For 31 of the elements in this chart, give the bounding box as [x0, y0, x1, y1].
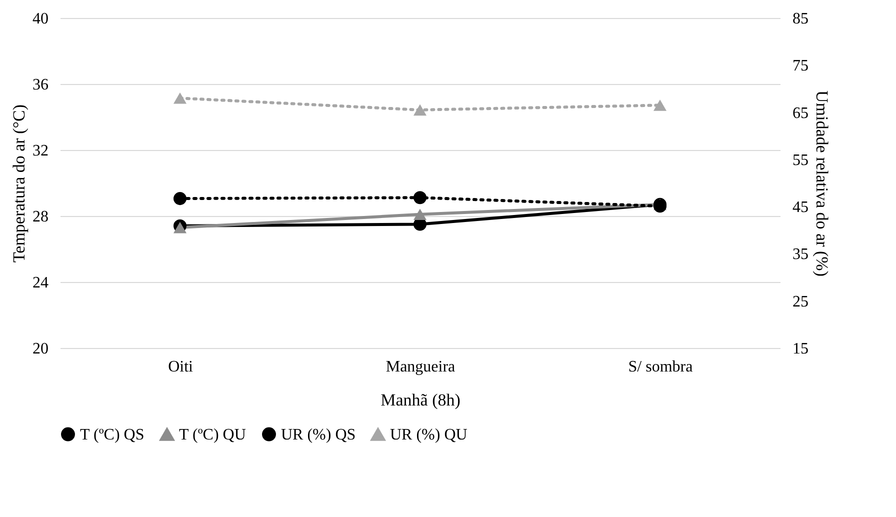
- y2-tick-label: 75: [792, 58, 808, 75]
- x-tick-label: S/ sombra: [628, 358, 693, 376]
- legend-label: UR (%) QS: [281, 426, 356, 444]
- point: [173, 222, 187, 234]
- point: [173, 92, 187, 104]
- legend-label: UR (%) QU: [390, 426, 468, 444]
- point: [413, 104, 427, 116]
- y-tick-label: 20: [32, 340, 48, 358]
- legend-label: T (ºC) QU: [179, 426, 246, 444]
- y-tick-label: 28: [32, 208, 48, 226]
- x-tick-label: Mangueira: [386, 358, 456, 376]
- y2-axis-title: Umidade relativa do ar (%): [812, 90, 832, 276]
- x-axis-title: Manhã (8h): [380, 390, 460, 410]
- y-tick-label: 24: [32, 274, 48, 292]
- y-axis-title: Temperatura do ar (°C): [10, 104, 28, 263]
- y2-tick-label: 45: [792, 199, 808, 216]
- point: [173, 192, 187, 206]
- y-tick-label: 36: [32, 76, 48, 94]
- point: [413, 191, 427, 204]
- y2-tick-label: 15: [792, 340, 808, 358]
- point: [413, 208, 427, 220]
- y2-tick-label: 25: [792, 293, 808, 310]
- y-tick-label: 40: [32, 10, 48, 28]
- point: [653, 100, 667, 111]
- x-tick-label: Oiti: [168, 358, 194, 376]
- y2-tick-label: 85: [792, 10, 808, 28]
- y2-tick-label: 65: [792, 104, 808, 122]
- y-tick-label: 32: [32, 142, 48, 160]
- y2-tick-label: 55: [792, 152, 808, 169]
- y2-tick-label: 35: [792, 246, 808, 264]
- legend-label: T (ºC) QS: [80, 426, 144, 444]
